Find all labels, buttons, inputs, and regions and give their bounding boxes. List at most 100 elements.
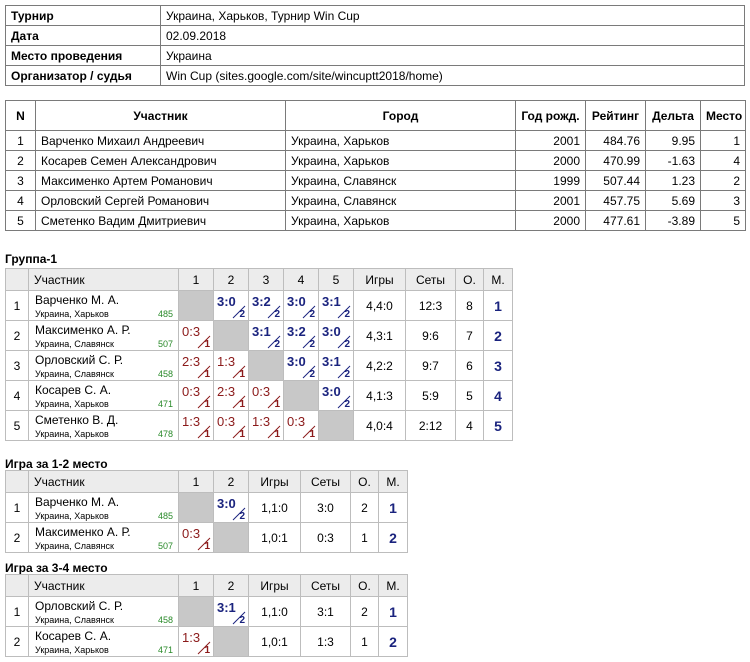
player-row: 4 Орловский Сергей Романович Украина, Слав… [5, 190, 746, 211]
group-row: 1 Орловский С. Р. Украина, Славянск 458 3:1 2… [5, 596, 408, 627]
header-row: N Участник Город Год рожд. Рейтинг Дельта Мест… [5, 100, 746, 131]
place: 2 [378, 522, 408, 553]
participant: Косарев С. А. Украина, Харьков 471 [28, 626, 179, 657]
participant: Сметенко В. Д. Украина, Харьков 478 [28, 410, 179, 441]
games: 4,0:4 [353, 410, 406, 441]
score-cell: 1:3 1 [248, 410, 284, 441]
place: 3 [483, 350, 513, 381]
match-points: 1 [239, 369, 245, 380]
score: 0:3 [182, 384, 201, 399]
column-header: 1 [178, 574, 214, 597]
participant: Орловский С. Р. Украина, Славянск 458 [28, 350, 179, 381]
slash [197, 395, 211, 409]
slash [232, 611, 246, 625]
group-row: 2 Максименко А. Р. Украина, Славянск 507 0:3… [5, 320, 513, 351]
column-header: Место [700, 100, 746, 131]
slash-line [232, 507, 246, 521]
score: 1:3 [252, 414, 271, 429]
match-points: 1 [309, 429, 315, 440]
slash-line [232, 425, 246, 439]
player-name: Максименко А. Р. [35, 323, 131, 337]
player-city: Украина, Харьков [35, 429, 109, 439]
score-cell: 1:3 1 [213, 350, 249, 381]
info-row: Место проведения Украина [5, 45, 745, 66]
slash-line [302, 425, 316, 439]
score-cell: 3:0 2 [283, 350, 319, 381]
games: 1,0:1 [248, 626, 301, 657]
player-name: Сметенко В. Д. [35, 413, 119, 427]
score-cell: 1:3 1 [178, 410, 214, 441]
score: 3:0 [287, 354, 306, 369]
info-value: Win Cup (sites.google.com/site/wincuptt2… [160, 65, 745, 86]
cell: 2 [700, 170, 746, 191]
player-name: Варченко М. А. [35, 495, 120, 509]
column-header: Игры [353, 268, 406, 291]
cell: Украина, Харьков [285, 210, 516, 231]
group-table: Участник 1 2 3 4 5 Игры Сеты О. М. 1 Варченко М. А.… [5, 268, 513, 441]
place: 4 [483, 380, 513, 411]
score: 1:3 [182, 630, 201, 645]
slash [197, 335, 211, 349]
player-city: Украина, Харьков [35, 511, 109, 521]
score: 3:2 [287, 324, 306, 339]
cell: 9.95 [645, 130, 701, 151]
match-points: 2 [274, 339, 280, 350]
place: 5 [483, 410, 513, 441]
slash-line [337, 335, 351, 349]
cell: 1.23 [645, 170, 701, 191]
sets: 2:12 [405, 410, 456, 441]
slash [267, 305, 281, 319]
points: 7 [455, 320, 484, 351]
points: 1 [350, 522, 379, 553]
player-row: 2 Косарев Семен Александрович Украина, Хар… [5, 150, 746, 171]
cell: 1 [700, 130, 746, 151]
points: 1 [350, 626, 379, 657]
place: 1 [378, 596, 408, 627]
match-points: 2 [239, 615, 245, 626]
player-name: Орловский С. Р. [35, 599, 124, 613]
score: 3:1 [322, 294, 341, 309]
points: 4 [455, 410, 484, 441]
column-header [5, 574, 29, 597]
column-header [5, 268, 29, 291]
points: 6 [455, 350, 484, 381]
info-value: Украина [160, 45, 745, 66]
slash [197, 641, 211, 655]
column-header: 2 [213, 268, 249, 291]
match-points: 1 [204, 369, 210, 380]
score: 2:3 [182, 354, 201, 369]
slash-line [197, 365, 211, 379]
score: 3:1 [322, 354, 341, 369]
player-rating: 458 [157, 369, 173, 379]
score: 3:1 [252, 324, 271, 339]
player-name: Косарев С. А. [35, 629, 112, 643]
score-cell: 0:3 1 [248, 380, 284, 411]
cell: 457.75 [585, 190, 646, 211]
info-value: Украина, Харьков, Турнир Win Cup [160, 5, 745, 26]
cell: 2 [5, 150, 36, 171]
cell: -3.89 [645, 210, 701, 231]
sets: 3:0 [300, 492, 351, 523]
cell: Украина, Харьков [285, 150, 516, 171]
slash [337, 395, 351, 409]
score-cell: 3:0 2 [213, 492, 249, 523]
slash [267, 335, 281, 349]
column-header: 5 [318, 268, 354, 291]
group-title: Игра за 3-4 место [5, 561, 108, 575]
column-header: Город [285, 100, 516, 131]
column-header: 3 [248, 268, 284, 291]
cell: 5.69 [645, 190, 701, 211]
diagonal-cell [283, 380, 319, 411]
match-points: 1 [239, 399, 245, 410]
cell: 2000 [515, 150, 586, 171]
player-rating: 485 [157, 511, 173, 521]
player-name: Орловский С. Р. [35, 353, 124, 367]
slash [232, 507, 246, 521]
player-name: Максименко А. Р. [35, 525, 131, 539]
score-cell: 0:3 1 [178, 522, 214, 553]
games: 1,0:1 [248, 522, 301, 553]
score-cell: 3:1 2 [213, 596, 249, 627]
cell: 477.61 [585, 210, 646, 231]
cell: Максименко Артем Романович [35, 170, 286, 191]
row-number: 2 [5, 320, 29, 351]
